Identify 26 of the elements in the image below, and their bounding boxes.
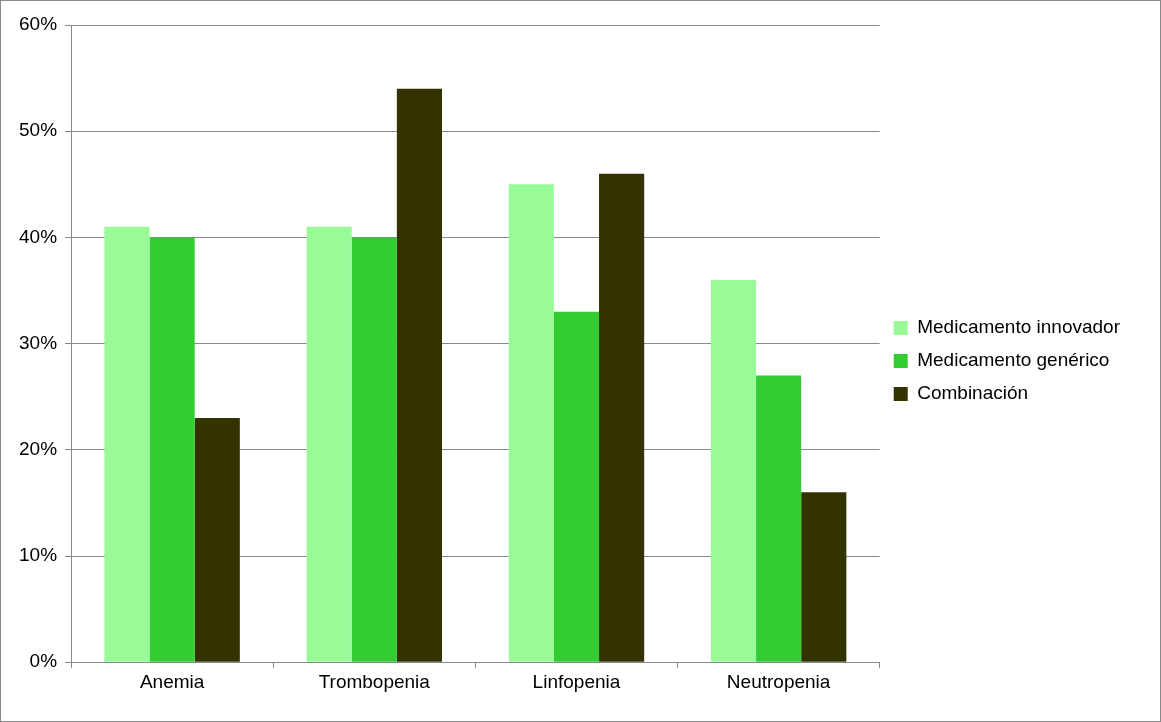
- bar: [599, 173, 645, 662]
- bar: [306, 226, 352, 662]
- x-tick-label: Trombopenia: [318, 670, 431, 692]
- legend-label: Medicamento genérico: [917, 349, 1110, 371]
- bar: [508, 184, 554, 662]
- x-tick-label: Anemia: [139, 670, 205, 692]
- bar: [553, 311, 600, 662]
- bar: [104, 226, 150, 662]
- y-tick-label: 0%: [29, 650, 58, 672]
- y-tick-label: 50%: [19, 119, 58, 141]
- y-tick-label: 20%: [19, 438, 58, 460]
- y-tick-label: 30%: [19, 331, 58, 353]
- y-tick-label: 10%: [19, 544, 58, 566]
- bar: [756, 375, 802, 662]
- bar: [149, 237, 195, 662]
- bar: [351, 237, 397, 662]
- x-tick-label: Linfopenia: [532, 670, 621, 692]
- y-tick-label: 40%: [19, 225, 58, 247]
- legend-label: Medicamento innovador: [917, 316, 1121, 338]
- x-tick-label: Neutropenia: [726, 670, 831, 692]
- y-tick-label: 60%: [19, 13, 58, 35]
- bar: [710, 279, 757, 662]
- legend-label: Combinación: [917, 382, 1029, 404]
- bar: [396, 88, 443, 662]
- bar: [194, 417, 240, 662]
- bar: [801, 492, 847, 662]
